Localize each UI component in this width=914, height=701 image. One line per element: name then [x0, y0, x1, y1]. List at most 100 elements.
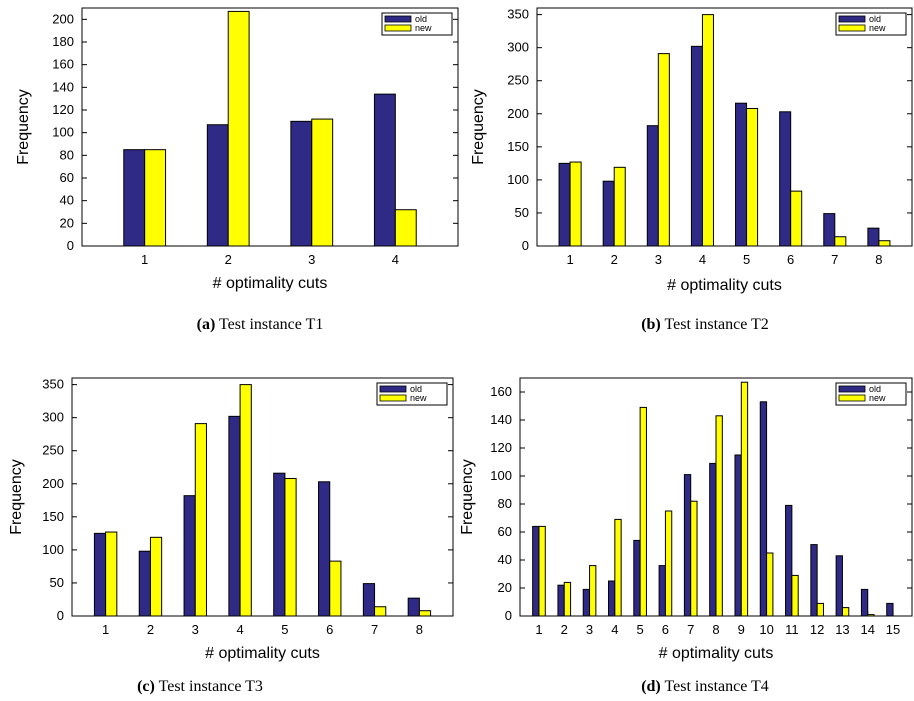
- bar-c-new-6: [374, 606, 387, 617]
- bar-c-old-6: [362, 583, 376, 617]
- y-tick-label-c-2: 100: [42, 542, 64, 557]
- bar-c-new-5: [329, 560, 342, 617]
- x-tick-label-a-2: 3: [308, 252, 315, 267]
- bar-d-old-11: [810, 544, 818, 617]
- y-tick-label-b-6: 300: [507, 40, 529, 55]
- y-tick-label-d-0: 0: [505, 608, 512, 623]
- y-tick-label-a-3: 60: [60, 170, 74, 185]
- y-tick-label-a-10: 200: [52, 11, 74, 26]
- caption-c-tag: (c): [137, 678, 155, 695]
- x-tick-label-b-6: 7: [831, 252, 838, 267]
- legend-swatch-a-old: [384, 15, 412, 23]
- bar-d-old-9: [759, 401, 768, 617]
- y-tick-label-b-2: 100: [507, 172, 529, 187]
- y-tick-label-c-0: 0: [57, 608, 64, 623]
- bar-b-new-6: [834, 236, 847, 247]
- bar-d-old-1: [557, 584, 565, 617]
- x-tick-label-d-9: 10: [759, 622, 773, 637]
- x-tick-label-c-3: 4: [236, 622, 243, 637]
- x-tick-label-d-4: 5: [637, 622, 644, 637]
- y-tick-label-a-6: 120: [52, 102, 74, 117]
- bar-b-old-1: [602, 180, 615, 247]
- x-tick-label-d-10: 11: [785, 622, 799, 637]
- bar-d-old-13: [860, 588, 869, 617]
- bar-b-new-5: [790, 190, 803, 247]
- bar-b-new-7: [878, 240, 891, 247]
- caption-b-text: Test instance T2: [664, 316, 769, 333]
- y-tick-label-a-7: 140: [52, 79, 74, 94]
- bar-d-new-6: [690, 500, 698, 617]
- y-tick-label-a-8: 160: [52, 57, 74, 72]
- legend-swatch-d-old: [838, 385, 866, 393]
- bar-d-old-12: [835, 555, 843, 617]
- x-tick-label-d-5: 6: [662, 622, 669, 637]
- x-tick-label-d-6: 7: [687, 622, 694, 637]
- x-tick-label-d-2: 3: [586, 622, 593, 637]
- caption-d-tag: (d): [641, 678, 661, 695]
- plot-frame-a: [81, 7, 459, 247]
- caption-b: (b) Test instance T2: [505, 316, 905, 334]
- y-tick-label-d-7: 140: [490, 412, 512, 427]
- y-tick-label-b-1: 50: [515, 205, 529, 220]
- bar-d-new-10: [791, 574, 799, 617]
- x-tick-label-d-8: 9: [738, 622, 745, 637]
- bar-b-old-6: [823, 213, 836, 247]
- bar-a-old-3: [373, 93, 396, 247]
- x-tick-label-b-1: 2: [611, 252, 618, 267]
- bar-b-old-3: [690, 45, 703, 247]
- legend-label-b-old: old: [869, 14, 881, 24]
- legend-label-d-old: old: [869, 384, 881, 394]
- bar-b-old-2: [646, 125, 659, 247]
- bar-d-old-8: [734, 454, 742, 617]
- x-tick-label-d-3: 4: [611, 622, 618, 637]
- y-tick-label-c-7: 350: [42, 377, 64, 392]
- caption-a-text: Test instance T1: [219, 316, 324, 333]
- y-tick-label-d-2: 40: [498, 552, 512, 567]
- x-tick-label-a-3: 4: [392, 252, 399, 267]
- bar-d-new-7: [715, 415, 723, 617]
- caption-b-tag: (b): [641, 316, 661, 333]
- legend-label-a-old: old: [415, 14, 427, 24]
- bar-c-old-7: [407, 597, 420, 617]
- bar-d-new-13: [867, 614, 875, 617]
- y-tick-label-d-1: 20: [498, 580, 512, 595]
- x-axis-label-c: # optimality cuts: [205, 645, 320, 662]
- x-tick-label-d-0: 1: [535, 622, 542, 637]
- legend-label-a-new: new: [415, 23, 432, 33]
- y-tick-label-c-6: 300: [42, 410, 64, 425]
- bar-d-new-12: [841, 607, 850, 617]
- bar-a-new-2: [311, 118, 334, 247]
- bar-a-old-2: [290, 120, 313, 247]
- bar-c-new-1: [149, 536, 163, 617]
- bar-d-old-2: [582, 588, 591, 617]
- legend-swatch-a-new: [384, 24, 412, 32]
- caption-c: (c) Test instance T3: [0, 678, 400, 696]
- y-tick-label-b-3: 150: [507, 139, 529, 154]
- bar-c-old-4: [273, 472, 286, 617]
- caption-a-tag: (a): [196, 316, 216, 333]
- y-axis-label-c: Frequency: [8, 459, 25, 535]
- plot-frame-b: [536, 7, 913, 247]
- bar-c-old-5: [318, 481, 331, 617]
- y-tick-label-d-4: 80: [498, 496, 512, 511]
- bar-b-new-4: [746, 107, 759, 247]
- bar-b-old-0: [558, 162, 571, 247]
- y-axis-label-a: Frequency: [15, 89, 32, 165]
- panel-d: 0 20 40 60 80 100 120 140 160 1 2 3 4 5 6 7 8 9 10 11 12 13 14…: [452, 368, 914, 668]
- bar-c-new-0: [105, 531, 118, 617]
- y-tick-label-a-0: 0: [67, 238, 74, 253]
- bar-c-old-2: [183, 495, 196, 617]
- bar-d-new-9: [766, 552, 774, 617]
- bar-d-new-4: [639, 406, 647, 617]
- panel-b: 0 50 100 150 200 250 300 350 1 2 3 4 5 6 7 8 old new # opt…: [460, 0, 914, 300]
- panel-a: 0 20 40 60 80 100 120 140 160 180 200 1 2 3 4 old new # o…: [0, 0, 460, 300]
- y-tick-label-d-8: 160: [490, 384, 512, 399]
- y-tick-label-a-2: 40: [60, 193, 74, 208]
- bar-d-old-7: [709, 462, 717, 617]
- caption-c-text: Test instance T3: [158, 678, 263, 695]
- bar-c-new-2: [194, 423, 207, 617]
- x-tick-label-c-2: 3: [192, 622, 199, 637]
- bar-a-old-0: [123, 149, 146, 247]
